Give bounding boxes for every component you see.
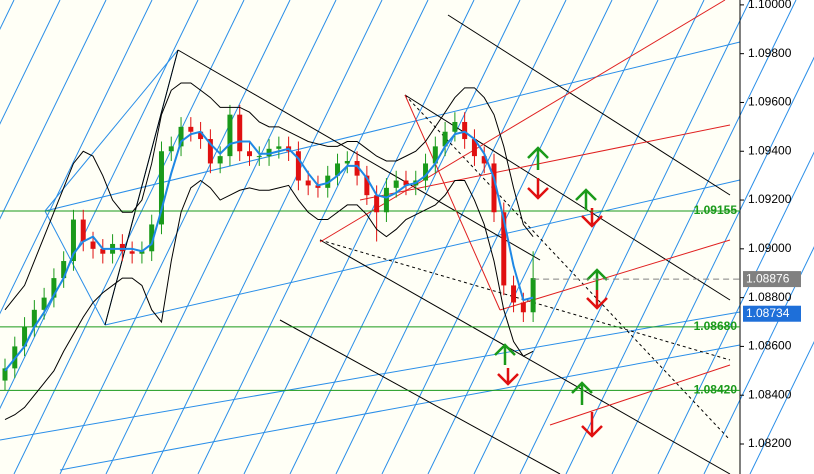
steep-line — [13, 0, 245, 474]
arrows — [494, 146, 608, 438]
pitchfork-lines — [104, 14, 731, 474]
level-label: 1.09155 — [694, 203, 738, 217]
candle-body — [41, 297, 47, 310]
candle-body — [198, 131, 204, 140]
candle-body — [70, 219, 76, 262]
candle-body — [305, 180, 311, 186]
candle-body — [520, 302, 526, 313]
price-label: 1.08876 — [746, 271, 790, 285]
candle-body — [432, 146, 438, 164]
steep-line — [151, 0, 383, 474]
candle-body — [80, 219, 86, 242]
candle-body — [335, 163, 341, 176]
steep-line — [105, 0, 337, 474]
y-tick-label: 1.09800 — [748, 46, 792, 60]
y-tick-label: 1.08600 — [748, 339, 792, 353]
steep-line — [0, 0, 61, 125]
candle-body — [2, 368, 8, 381]
steep-line — [519, 0, 751, 474]
price-box — [743, 305, 801, 322]
axis-background — [740, 0, 814, 474]
y-tick-label: 1.09400 — [748, 143, 792, 157]
level-label: 1.08680 — [694, 319, 738, 333]
steep-line — [59, 0, 291, 474]
steep-line — [565, 0, 797, 474]
steep-line — [0, 0, 153, 315]
candle-body — [31, 309, 37, 327]
y-tick-label: 1.09000 — [748, 241, 792, 255]
level-label: 1.08420 — [694, 382, 738, 396]
candle-body — [129, 251, 135, 254]
candle-body — [530, 278, 536, 313]
y-tick-label: 1.09600 — [748, 95, 792, 109]
candle-body — [217, 156, 223, 164]
candle-body — [374, 195, 380, 213]
y-tick-label: 1.10000 — [748, 0, 792, 11]
candle-body — [501, 212, 507, 286]
y-tick-label: 1.08200 — [748, 436, 792, 450]
steep-line — [381, 0, 613, 474]
steep-line — [197, 0, 429, 474]
candle-body — [139, 251, 145, 254]
candle-body — [364, 175, 370, 196]
steep-line — [0, 0, 107, 220]
candle-body — [383, 187, 389, 213]
candle-body — [462, 121, 468, 140]
candle-body — [471, 139, 477, 157]
candle-body — [237, 114, 243, 152]
candle-body — [354, 161, 360, 176]
steep-line — [427, 0, 659, 474]
candle-body — [188, 126, 194, 132]
candle-body — [491, 163, 497, 213]
steep-line — [473, 0, 705, 474]
candle-body — [178, 126, 184, 147]
steep-line — [657, 151, 814, 474]
plot-background — [0, 0, 740, 474]
candle-body — [61, 261, 67, 279]
price-box — [743, 271, 801, 288]
y-tick-label: 1.09200 — [748, 192, 792, 206]
candle-body — [119, 243, 125, 252]
candle-body — [149, 224, 155, 252]
overlay-line — [4, 179, 534, 421]
candle-body — [442, 131, 448, 147]
candle-body — [266, 148, 272, 157]
dashed-lines — [319, 94, 731, 441]
y-tick-label: 1.08400 — [748, 387, 792, 401]
candle-body — [403, 180, 409, 186]
candle-body — [452, 121, 458, 132]
steep-line — [289, 0, 521, 474]
candle-body — [168, 146, 174, 152]
steep-line — [243, 0, 475, 474]
steep-line — [611, 56, 814, 474]
candle-body — [511, 285, 517, 303]
candle-body — [295, 151, 301, 181]
candle-body — [207, 139, 213, 164]
y-tick-label: 1.08800 — [748, 290, 792, 304]
price-label: 1.08734 — [746, 306, 790, 320]
candle-body — [315, 185, 321, 188]
candle-body — [481, 156, 487, 164]
overlay-line — [4, 130, 534, 372]
overlay-line — [4, 82, 534, 311]
candle-body — [90, 241, 96, 249]
candle-body — [51, 278, 57, 298]
candle-body — [423, 163, 429, 181]
candle-body — [256, 156, 262, 158]
candle-body — [247, 151, 252, 157]
candle-body — [100, 248, 106, 254]
steep-line — [335, 0, 567, 474]
steep-line — [749, 340, 814, 474]
candle-body — [158, 151, 164, 225]
candle-body — [393, 180, 399, 188]
candle-body — [344, 161, 350, 164]
candle-body — [276, 146, 282, 149]
candle-body — [227, 114, 233, 157]
candle-body — [22, 326, 28, 347]
